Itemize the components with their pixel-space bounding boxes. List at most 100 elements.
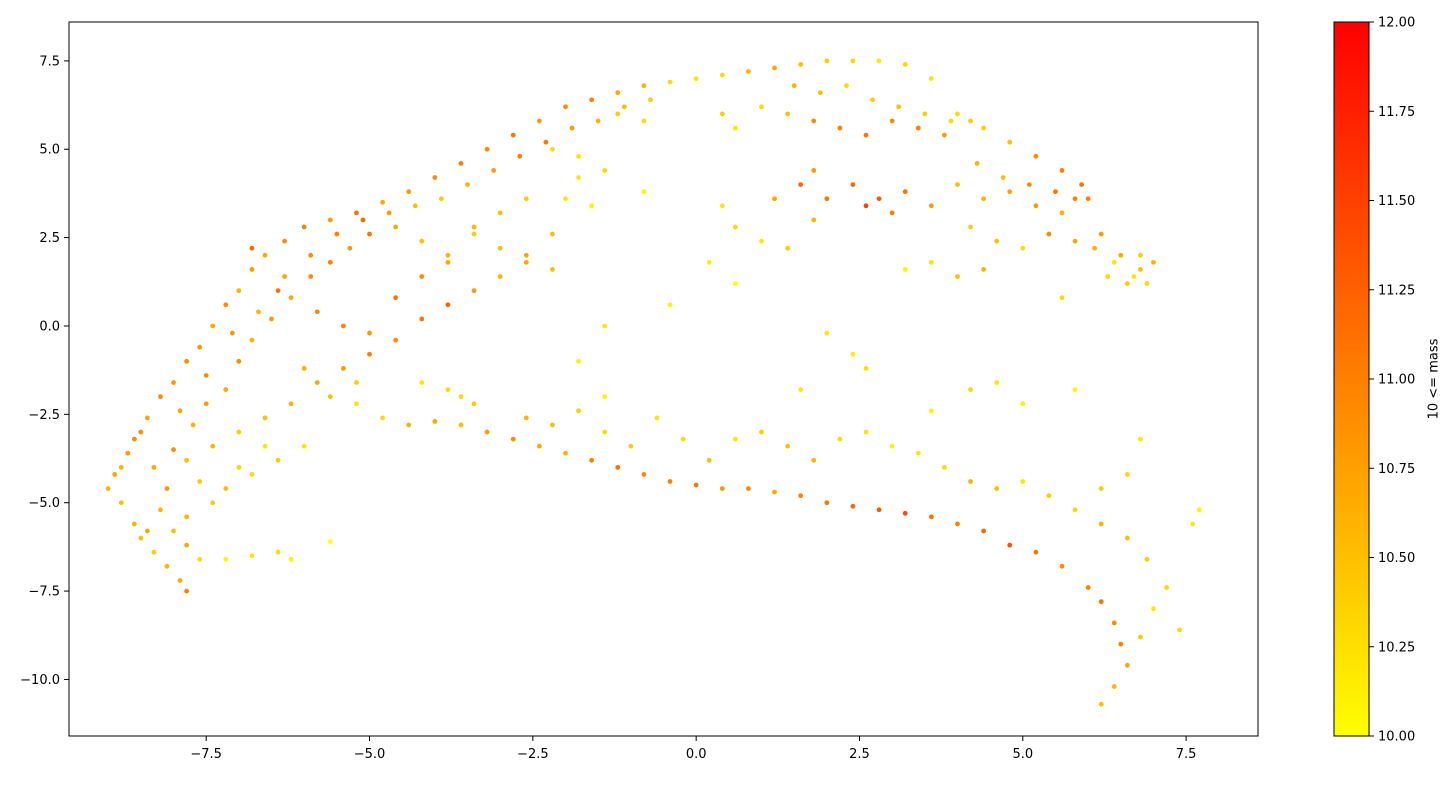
data-point — [1144, 556, 1150, 562]
data-point — [269, 316, 274, 322]
data-point — [347, 245, 353, 251]
data-point — [667, 479, 673, 484]
data-point — [589, 97, 595, 103]
data-point — [1124, 662, 1130, 668]
data-point — [1138, 252, 1143, 258]
data-point — [811, 168, 817, 173]
data-point — [171, 528, 176, 534]
data-point — [824, 196, 830, 202]
data-point — [523, 259, 529, 265]
data-point — [719, 203, 725, 209]
data-point — [1098, 521, 1104, 527]
data-point — [144, 528, 150, 534]
data-point — [1046, 231, 1052, 237]
data-point — [184, 542, 189, 548]
x-tick-label: 7.5 — [1176, 747, 1197, 762]
data-point — [948, 118, 954, 124]
data-point — [125, 450, 131, 456]
data-point — [615, 464, 621, 470]
data-point — [889, 443, 895, 449]
data-point — [412, 203, 418, 209]
colorbar-tick-label: 11.50 — [1378, 194, 1415, 209]
data-point — [236, 358, 242, 364]
data-point — [210, 443, 216, 449]
data-point — [458, 422, 464, 428]
data-point — [151, 549, 157, 555]
data-point — [158, 507, 163, 513]
data-point — [928, 76, 934, 81]
data-point — [732, 436, 738, 442]
y-axis: 7.5 5.0 2.5 0.0 −2.5 −5.0 −7.5 −10.0 — [20, 54, 69, 688]
data-point — [876, 507, 882, 513]
data-point — [693, 482, 699, 488]
data-point — [197, 556, 203, 562]
data-point — [870, 97, 875, 103]
data-point — [994, 380, 1000, 385]
data-point — [850, 182, 856, 187]
data-point — [1059, 210, 1065, 216]
data-point — [798, 62, 804, 67]
data-point — [471, 224, 477, 230]
x-tick-label: 0.0 — [686, 747, 707, 762]
data-point — [772, 65, 777, 71]
y-tick-label: 2.5 — [39, 231, 60, 246]
data-point — [732, 224, 738, 230]
data-point — [942, 132, 947, 138]
data-point — [1138, 267, 1143, 272]
data-point — [236, 288, 242, 294]
data-point — [249, 472, 255, 477]
data-point — [438, 196, 444, 202]
data-point — [327, 394, 333, 400]
data-point — [1007, 139, 1013, 145]
data-point — [275, 549, 281, 555]
data-point — [340, 323, 346, 329]
data-point — [968, 224, 973, 230]
data-point — [471, 288, 477, 294]
data-point — [262, 415, 268, 421]
data-point — [667, 79, 673, 85]
data-point — [419, 380, 425, 385]
data-point — [262, 252, 268, 258]
data-point — [811, 217, 817, 223]
data-point — [151, 464, 157, 470]
data-point — [1111, 684, 1117, 689]
data-point — [595, 118, 601, 124]
data-point — [928, 408, 934, 414]
data-point — [523, 415, 529, 421]
data-point — [550, 267, 555, 272]
data-point — [628, 443, 634, 449]
data-point — [197, 479, 203, 484]
data-point — [1124, 535, 1130, 541]
data-point — [1072, 387, 1078, 393]
data-point — [164, 486, 170, 491]
data-point — [732, 125, 738, 131]
x-tick-label: −5.0 — [354, 747, 386, 762]
data-point — [563, 450, 568, 456]
data-point — [445, 302, 451, 308]
data-point — [824, 58, 830, 64]
data-point — [471, 231, 477, 237]
data-point — [1007, 542, 1013, 548]
data-point — [889, 118, 895, 124]
data-point — [550, 422, 555, 428]
data-point — [223, 486, 229, 491]
data-point — [602, 323, 608, 329]
data-point — [576, 175, 581, 180]
data-point — [419, 274, 425, 279]
data-point — [445, 259, 451, 265]
y-tick-label: 0.0 — [39, 319, 60, 334]
data-point — [955, 274, 960, 279]
y-tick-label: −10.0 — [20, 673, 60, 688]
data-point — [706, 457, 712, 463]
data-point — [471, 401, 477, 407]
data-point — [844, 83, 849, 89]
data-point — [210, 500, 216, 506]
data-point — [863, 365, 869, 371]
plot-frame — [68, 21, 1259, 737]
data-point — [955, 521, 960, 527]
data-point — [817, 90, 823, 96]
data-point — [1020, 479, 1026, 484]
data-point — [863, 132, 869, 138]
data-point — [1079, 182, 1085, 187]
data-point — [732, 281, 738, 286]
